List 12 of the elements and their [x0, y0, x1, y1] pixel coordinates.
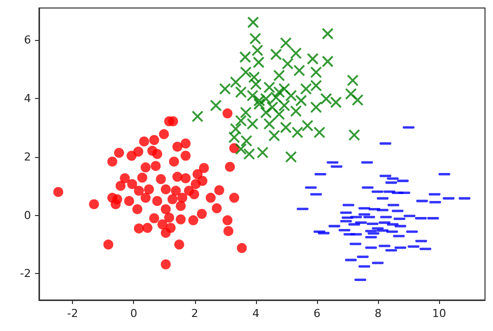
y-tick-label: 0	[24, 208, 31, 222]
y-tick-label: 4	[24, 92, 31, 106]
x-tick-label: 2	[191, 307, 198, 320]
x-tick-label: 4	[252, 307, 260, 320]
x-tick-label: -2	[67, 307, 78, 320]
x-tick-label: 0	[130, 307, 138, 320]
y-tick-label: -2	[20, 267, 31, 280]
y-tick-label: 2	[24, 150, 31, 164]
x-tick-label: 8	[374, 307, 382, 320]
x-tick-label: 6	[313, 307, 320, 320]
y-tick-label: 6	[24, 34, 31, 47]
x-tick-label: 10	[432, 307, 446, 320]
